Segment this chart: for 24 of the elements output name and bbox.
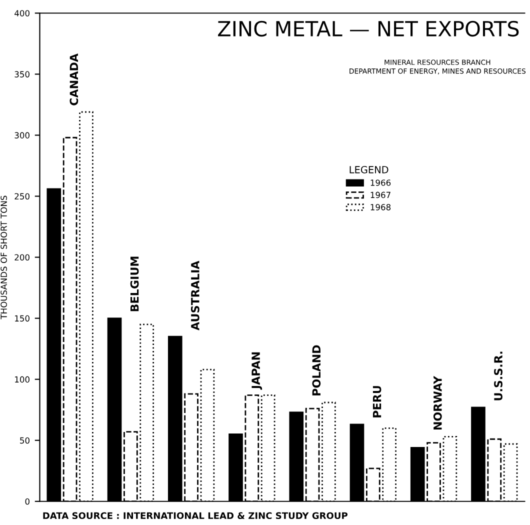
x-tick-label: BELGIUM xyxy=(130,256,139,312)
y-tick-label: 100 xyxy=(15,376,30,383)
y-tick-label: 300 xyxy=(14,132,30,138)
y-tick-label: 400 xyxy=(14,10,30,16)
chart-title: ZINC METAL — NET EXPORTS xyxy=(218,20,519,37)
legend-title: LEGEND xyxy=(350,166,388,174)
y-tick-label: 350 xyxy=(14,71,30,78)
x-tick-label: NORWAY xyxy=(433,376,442,430)
y-tick-label: 150 xyxy=(15,315,30,322)
x-tick-label: AUSTRALIA xyxy=(190,260,200,330)
x-tick-label: JAPAN xyxy=(252,352,262,390)
y-tick-label: 250 xyxy=(14,193,30,200)
legend-label: 1967 xyxy=(370,192,390,198)
x-tick-label: U.S.S.R. xyxy=(494,352,502,400)
x-tick-label: POLAND xyxy=(312,345,321,396)
y-axis-title: THOUSANDS OF SHORT TONS xyxy=(0,196,7,320)
legend-label: 1966 xyxy=(370,180,391,186)
x-tick-label: PERU xyxy=(372,386,382,418)
source-note: DATA SOURCE : INTERNATIONAL LEAD & ZINC STUDY GROUP xyxy=(43,512,348,520)
x-tick-label: CANADA xyxy=(70,53,78,106)
y-tick-label: 200 xyxy=(14,254,30,261)
y-tick-label: 50 xyxy=(20,437,30,444)
legend-label: 1968 xyxy=(370,204,391,210)
y-tick-label: 0 xyxy=(25,498,30,505)
